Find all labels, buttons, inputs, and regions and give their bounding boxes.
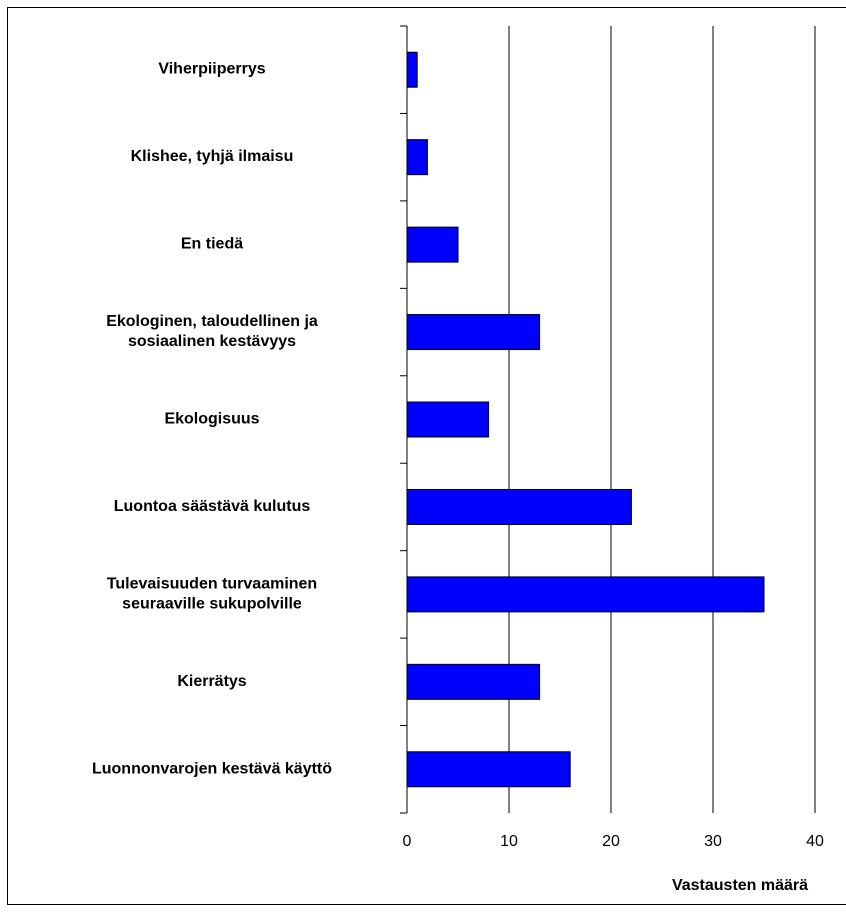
- bar: [406, 663, 541, 700]
- x-tick-label: 40: [806, 833, 824, 850]
- label-line: sosiaalinen kestävyys: [128, 333, 296, 350]
- label-line: Ekologinen, taloudellinen ja: [106, 313, 318, 330]
- x-axis-title: Vastausten määrä: [672, 877, 808, 894]
- bar: [406, 488, 632, 525]
- label-line: Klishee, tyhjä ilmaisu: [131, 148, 294, 165]
- x-tick-label: 0: [403, 833, 412, 850]
- y-tick-label: Luontoa säästävä kulutus: [114, 498, 311, 515]
- y-tick-label: Klishee, tyhjä ilmaisu: [131, 148, 294, 165]
- label-line: Luontoa säästävä kulutus: [114, 498, 311, 515]
- y-tick-label: Viherpiiperrys: [158, 61, 265, 78]
- bar: [406, 226, 459, 263]
- label-line: En tiedä: [181, 236, 243, 253]
- x-tick-label: 20: [602, 833, 620, 850]
- label-line: Viherpiiperrys: [158, 61, 265, 78]
- x-tick-label: 30: [704, 833, 722, 850]
- y-tick-label: Kierrätys: [177, 673, 246, 690]
- y-tick-label: Luonnonvarojen kestävä käyttö: [92, 760, 332, 777]
- label-line: Kierrätys: [177, 673, 246, 690]
- y-tick-label: En tiedä: [181, 236, 243, 253]
- x-tick-label: 10: [500, 833, 518, 850]
- y-tick-label: Ekologinen, taloudellinen ja sosiaalinen …: [106, 313, 318, 350]
- bar: [406, 576, 765, 613]
- label-line: Tulevaisuuden turvaaminen: [107, 576, 317, 593]
- bar: [406, 401, 490, 438]
- label-line: seuraaville sukupolville: [122, 596, 302, 613]
- y-tick-label: Tulevaisuuden turvaaminen seuraaville suk…: [107, 576, 317, 613]
- label-line: Luonnonvarojen kestävä käyttö: [92, 760, 332, 777]
- bar: [406, 751, 571, 788]
- bar: [406, 51, 418, 88]
- bar: [406, 139, 428, 176]
- bar: [406, 314, 541, 351]
- y-tick-label: Ekologisuus: [164, 411, 259, 428]
- chart-frame: [7, 7, 846, 905]
- label-line: Ekologisuus: [164, 411, 259, 428]
